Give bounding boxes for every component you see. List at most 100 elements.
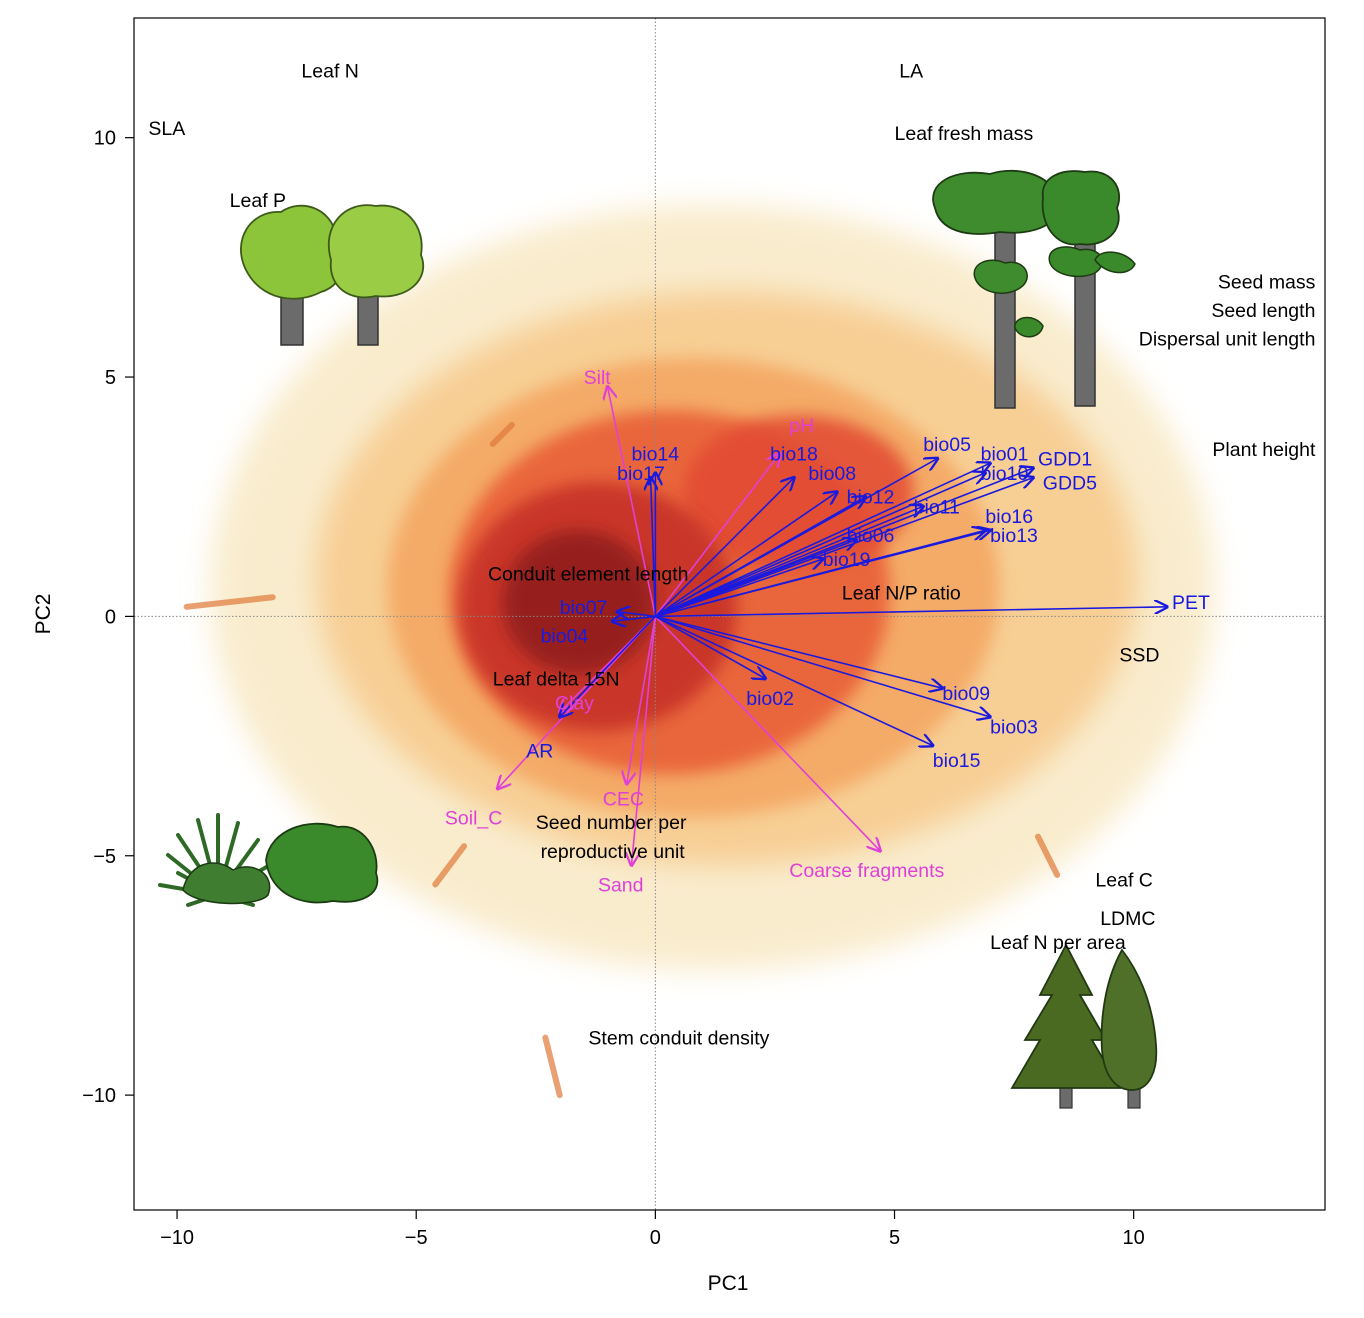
climate-vector-label-gdd5: GDD5 — [1043, 472, 1097, 494]
trait-label-leaf-c: Leaf C — [1095, 870, 1152, 892]
x-tick-label: 0 — [650, 1227, 661, 1249]
soil-vector-label-clay: Clay — [555, 693, 594, 715]
trait-label-leaf-p: Leaf P — [230, 190, 286, 212]
trait-label-stem-conduit-density: Stem conduit density — [588, 1028, 769, 1050]
climate-vector-bio10 — [655, 473, 985, 618]
climate-vector-label-bio13: bio13 — [990, 525, 1038, 547]
y-tick-label: 0 — [105, 606, 116, 628]
trait-labels: Leaf N SLA Leaf P LA Leaf fresh mass Seed mas… — [148, 61, 1316, 1050]
y-axis-title: PC2 — [32, 594, 55, 635]
density-region-peak — [502, 530, 656, 674]
soil-vector-label-ph: pH — [789, 415, 814, 437]
climate-vector-label-bio07: bio07 — [560, 597, 608, 619]
climate-vector-label-bio09: bio09 — [942, 683, 990, 705]
climate-vector-label-ar: AR — [526, 740, 553, 762]
x-axis: −10 −5 0 5 10 — [160, 1210, 1145, 1249]
climate-vector-label-bio15: bio15 — [933, 750, 981, 772]
climate-vector-bio01 — [655, 463, 990, 618]
climate-vector-label-bio14: bio14 — [631, 444, 679, 466]
climate-vector-bio13 — [655, 530, 985, 618]
climate-vector-bio04 — [612, 616, 656, 621]
soil-vector-labels: Silt pH Clay Soil_C CEC Sand Coarse fragments — [445, 367, 945, 896]
trait-label-leaf-n: Leaf N — [301, 61, 358, 83]
trait-label-ldmc: LDMC — [1100, 908, 1155, 930]
x-axis-title: PC1 — [708, 1272, 749, 1295]
climate-vector-bio19 — [655, 559, 822, 618]
climate-vector-pet — [655, 607, 1167, 618]
trait-label-seed-number-per: Seed number per — [536, 812, 687, 834]
climate-vector-label-bio12: bio12 — [847, 487, 895, 509]
climate-vector-bio03 — [655, 615, 990, 717]
soil-vector-label-sand: Sand — [598, 874, 644, 896]
y-axis: −10 −5 0 5 10 — [82, 128, 134, 1107]
climate-vector-bio18 — [654, 478, 794, 617]
soil-vector-cec — [627, 616, 657, 784]
tall-tree-illustration — [932, 169, 1136, 409]
climate-vector-label-bio10: bio10 — [981, 463, 1029, 485]
trait-label-leaf-fresh-mass: Leaf fresh mass — [895, 123, 1034, 145]
density-streak — [542, 1034, 563, 1099]
x-tick-label: 10 — [1123, 1227, 1145, 1249]
trait-label-dispersal-unit-length: Dispersal unit length — [1139, 329, 1316, 351]
climate-vector-label-bio16: bio16 — [985, 506, 1033, 528]
plot-frame — [133, 17, 1326, 1211]
soil-vector-label-silt: Silt — [584, 367, 612, 389]
climate-vector-bio07 — [617, 612, 656, 617]
trait-label-leaf-delta-15n: Leaf delta 15N — [493, 669, 620, 691]
trait-label-reproductive-unit: reproductive unit — [541, 841, 686, 863]
x-tick-label: −5 — [405, 1227, 428, 1249]
climate-vector-bio12 — [654, 497, 865, 618]
climate-vector-label-bio11: bio11 — [914, 496, 960, 518]
trait-label-ssd: SSD — [1119, 645, 1159, 667]
climate-vector-label-gdd1: GDD1 — [1038, 448, 1092, 470]
climate-vector-label-pet: PET — [1172, 592, 1210, 614]
density-streaks — [183, 421, 1061, 1099]
climate-vector-bio08 — [654, 492, 837, 618]
climate-vector-label-bio04: bio04 — [541, 626, 589, 648]
deciduous-tree-illustration — [240, 204, 424, 346]
climate-vector-label-bio08: bio08 — [808, 463, 856, 485]
climate-vector-label-bio17: bio17 — [617, 463, 665, 485]
soil-vector-silt — [608, 387, 657, 617]
climate-vector-ar — [560, 615, 656, 717]
grass-shrub-illustration — [158, 813, 379, 907]
soil-vector-ph — [654, 454, 779, 617]
climate-vector-label-bio06: bio06 — [847, 525, 895, 547]
climate-vector-label-bio03: bio03 — [990, 716, 1038, 738]
density-streak — [1035, 833, 1061, 878]
conifer-illustration — [1010, 943, 1158, 1109]
climate-vector-label-bio05: bio05 — [923, 434, 971, 456]
climate-vector-bio09 — [655, 615, 942, 688]
climate-vector-bio17 — [651, 478, 656, 617]
density-streak — [489, 421, 515, 448]
density-cloud — [210, 204, 1215, 971]
soil-vector-sand — [631, 616, 657, 865]
climate-vectors — [560, 458, 1167, 745]
climate-vector-label-bio18: bio18 — [770, 444, 818, 466]
density-streak — [183, 594, 276, 610]
climate-vector-label-bio02: bio02 — [746, 688, 794, 710]
soil-vector-label-cec: CEC — [603, 788, 644, 810]
climate-vector-bio06 — [655, 540, 856, 618]
trait-label-leaf-n-per-area: Leaf N per area — [990, 932, 1126, 954]
trait-label-la: LA — [899, 61, 923, 83]
y-tick-label: 10 — [94, 128, 116, 150]
climate-vector-bio11 — [655, 506, 923, 618]
trait-label-seed-length: Seed length — [1211, 300, 1315, 322]
y-tick-label: −5 — [93, 846, 116, 868]
trait-label-plant-height: Plant height — [1212, 439, 1316, 461]
x-tick-label: 5 — [889, 1227, 900, 1249]
y-tick-label: 5 — [105, 367, 116, 389]
trait-label-sla: SLA — [148, 118, 185, 140]
trait-label-leaf-n-p-ratio: Leaf N/P ratio — [842, 582, 961, 604]
y-tick-label: −10 — [82, 1085, 116, 1107]
x-tick-label: −10 — [160, 1227, 194, 1249]
trait-label-seed-mass: Seed mass — [1218, 271, 1316, 293]
trait-label-conduit-element-length: Conduit element length — [488, 563, 689, 585]
climate-vector-label-bio19: bio19 — [823, 549, 871, 571]
soil-vector-label-soil-c: Soil_C — [445, 807, 502, 829]
climate-vector-label-bio01: bio01 — [981, 444, 1029, 466]
climate-vector-bio15 — [655, 615, 932, 745]
